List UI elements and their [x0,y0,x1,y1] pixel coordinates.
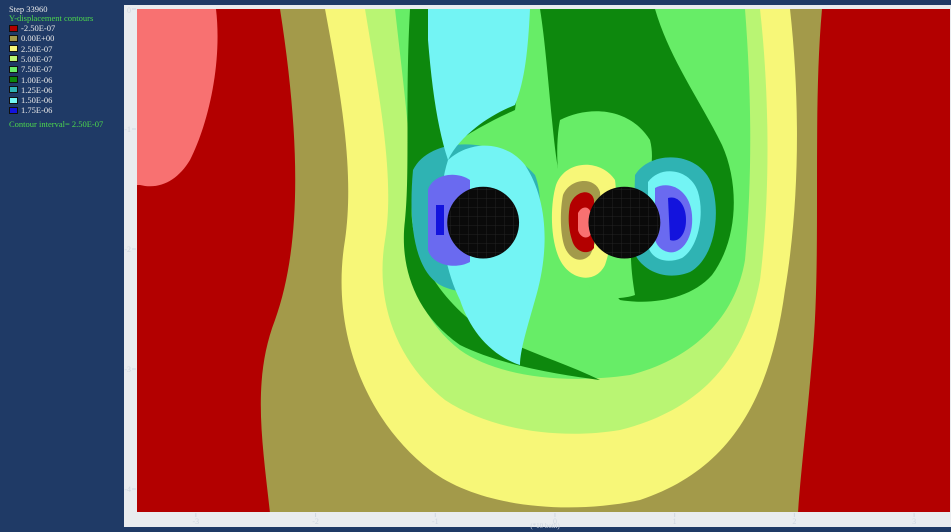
step-label: Step 33960 [9,4,48,14]
contour-region-1-75e06-left-inner [436,205,444,235]
x-tick-label: 0 [553,517,557,526]
particle-mesh-2 [589,187,660,258]
legend-swatch [9,45,18,53]
x-tick-label: 2 [792,517,796,526]
y-tick-label: -3 [124,365,131,374]
contour-region-low-center [578,207,591,238]
legend-swatch [9,34,18,42]
legend-item: 1.25E-06 [9,86,52,94]
legend-item: -2.50E-07 [9,24,55,32]
x-axis-ticks: -3 -2 -1 0 1 2 3 [193,513,916,526]
legend-panel: Step 33960 Y-displacement contours -2.50… [0,0,122,532]
x-tick-label: -3 [193,517,200,526]
legend-item: 5.00E-07 [9,55,52,63]
legend-value: 2.50E-07 [21,43,53,54]
legend-swatch [9,76,18,83]
y-tick-label: -1 [124,125,131,134]
legend-swatch [9,55,18,63]
contour-region-1-50e06-plume [428,9,530,160]
legend-item: 1.00E-06 [9,74,53,85]
legend-item: 7.50E-07 [9,65,52,73]
legend-value: 0.00E+00 [21,33,55,44]
x-tick-label: 3 [912,517,916,526]
legend-value: 1.25E-06 [21,84,53,95]
legend-swatch [9,86,18,94]
y-tick-label: -2 [124,245,131,254]
contour-region-1-75e06-right-inner [668,197,686,241]
x-axis-label: (*10 both) [530,522,560,530]
legend-item: 2.50E-07 [9,43,53,54]
legend-value: 7.50E-07 [21,64,53,75]
contour-interval-label: Contour interval= 2.50E-07 [9,119,104,129]
contour-fields [136,9,950,513]
legend-value: 1.50E-06 [21,95,53,106]
x-tick-label: 1 [673,517,677,526]
y-tick-label: 0 [127,6,131,15]
y-tick-label: -4 [124,485,131,494]
legend-value: 5.00E-07 [21,53,53,64]
legend-item: 1.50E-06 [9,96,52,104]
contour-type-label: Y-displacement contours [9,13,94,23]
x-tick-label: -2 [312,517,319,526]
legend-value: -2.50E-07 [21,23,56,33]
particle-mesh-1 [448,187,519,258]
legend-item: 0.00E+00 [9,33,55,44]
legend-swatch [9,24,18,32]
legend-swatch [9,96,18,104]
x-tick-label: -1 [432,517,439,526]
y-axis-ticks: 0 -1 -2 -3 -4 [124,6,136,494]
legend-swatch [9,106,18,114]
legend-swatch [9,65,18,73]
legend-value: 1.75E-06 [21,105,53,116]
particles [447,186,661,259]
legend-value: 1.00E-06 [21,74,53,85]
contour-region-low-top-left [136,9,218,187]
legend-item: 1.75E-06 [9,105,53,116]
